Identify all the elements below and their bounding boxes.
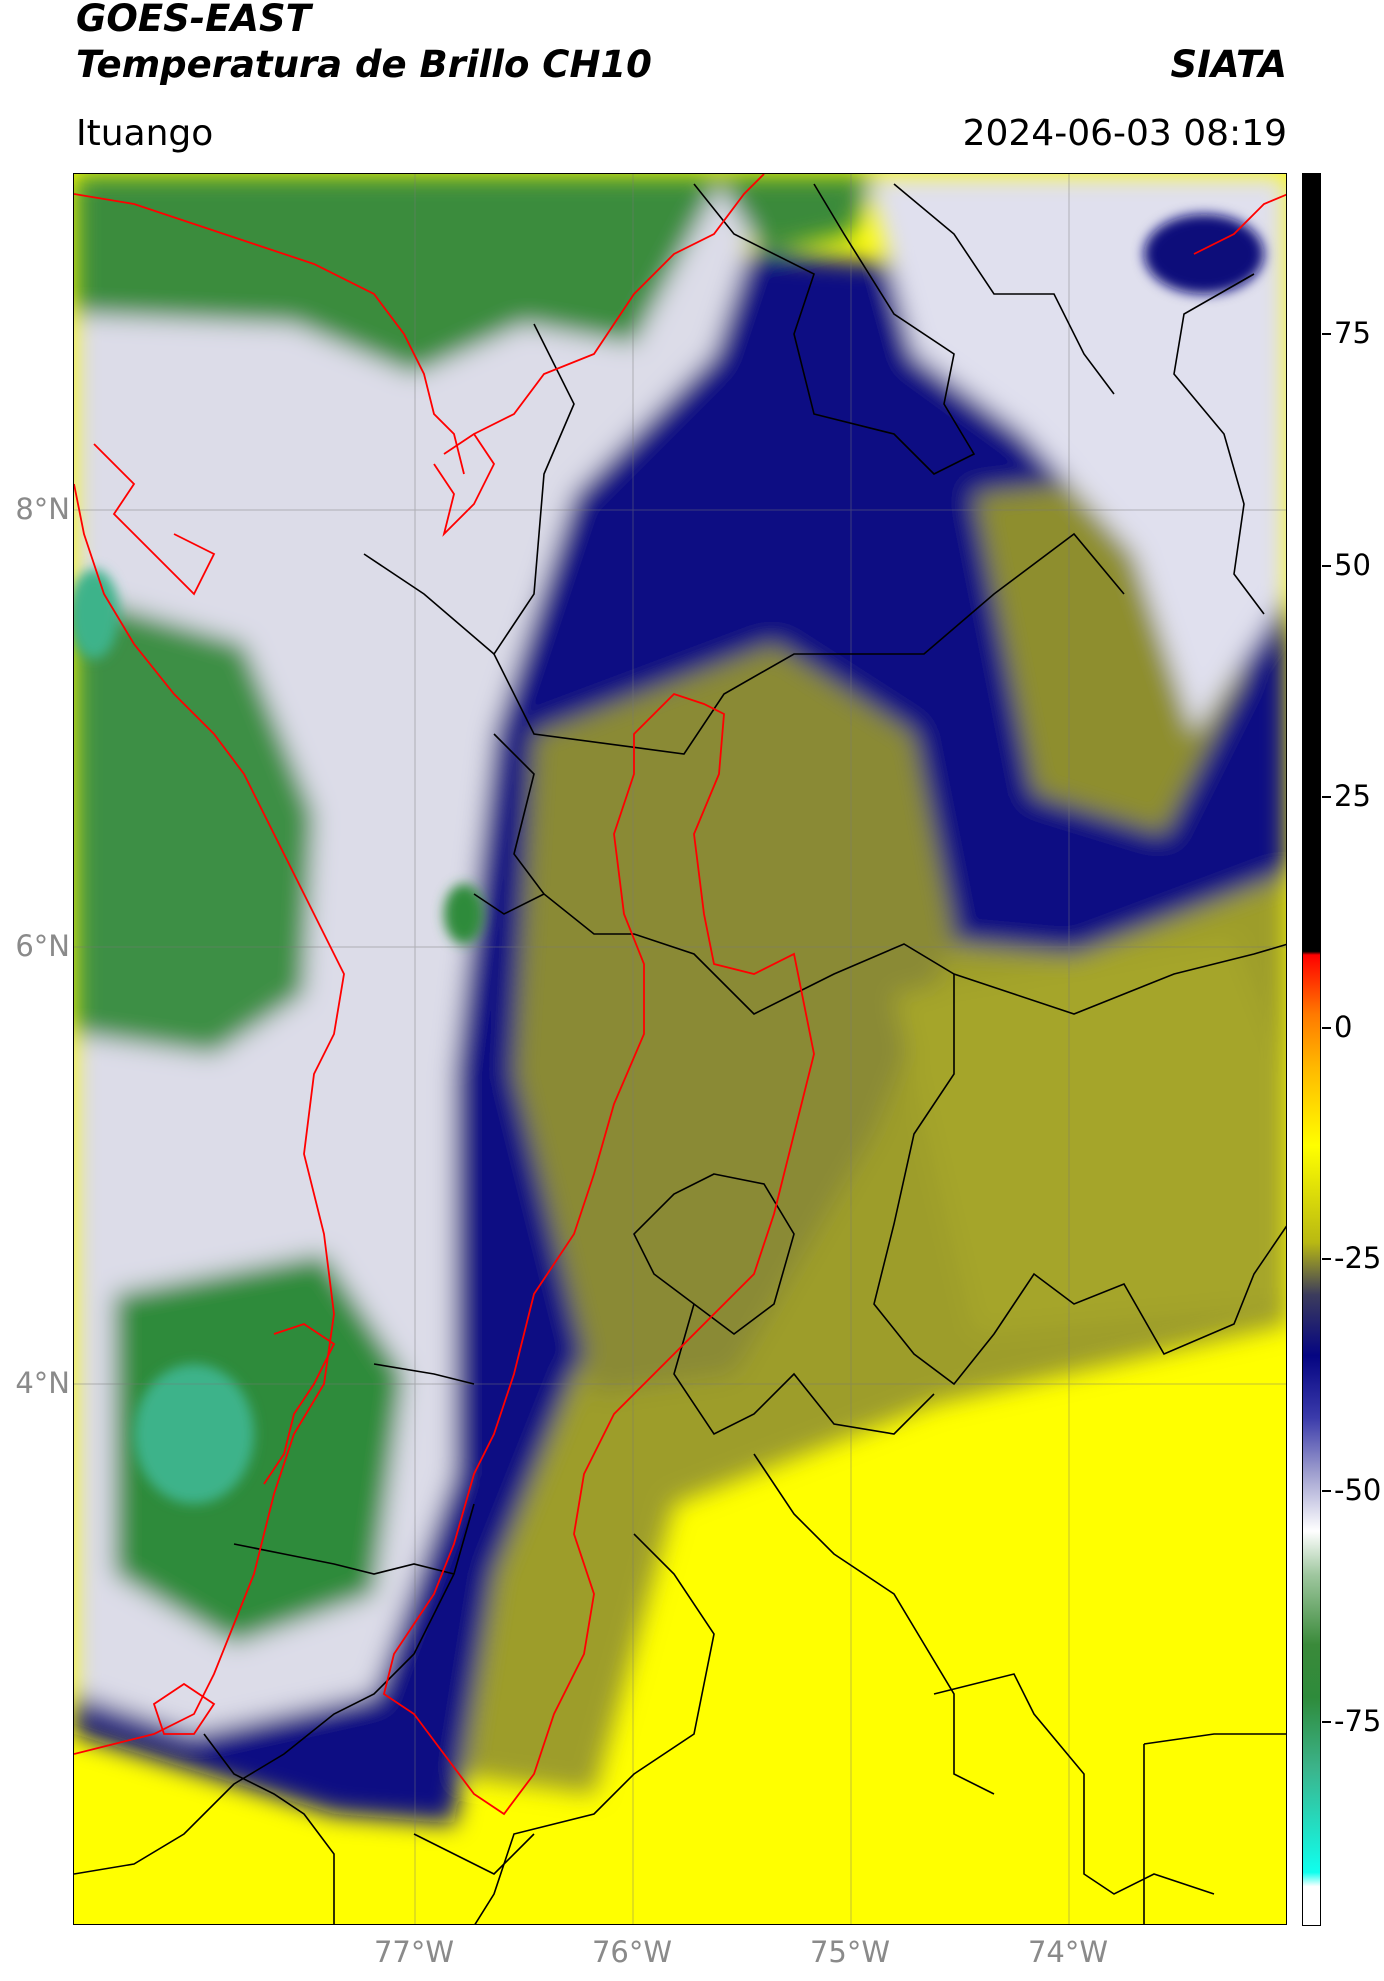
green-blob (444, 884, 484, 944)
colorbar (1302, 173, 1321, 1926)
lon-tick-77w: 77°W (373, 1935, 455, 1969)
green-southwest (114, 1254, 404, 1644)
olive-east (894, 934, 1286, 1334)
highlight-boundaries (74, 174, 1286, 1816)
navy-ne (1144, 214, 1264, 294)
colorbar-tick (1322, 1490, 1331, 1492)
colorbar-label-neg50: -50 (1334, 1473, 1382, 1507)
department-borders (74, 183, 1286, 1924)
colorbar-label-neg75: -75 (1334, 1704, 1382, 1738)
satellite-map (73, 173, 1287, 1925)
green-west (74, 594, 314, 1054)
teal-patch-sw (134, 1364, 254, 1504)
colorbar-label-50: 50 (1334, 548, 1371, 582)
lon-tick-75w: 75°W (809, 1935, 891, 1969)
colorbar-tick (1322, 1027, 1331, 1029)
colorbar-label-25: 25 (1334, 779, 1371, 813)
colorbar-tick (1322, 333, 1331, 335)
location-label: Ituango (76, 113, 214, 154)
green-ne (714, 174, 874, 254)
lat-tick-6n: 6°N (15, 929, 70, 963)
institution-label: SIATA (1170, 43, 1287, 86)
colorbar-tick (1322, 1721, 1331, 1723)
lon-tick-74w: 74°W (1027, 1935, 1109, 1969)
product-title: Temperatura de Brillo CH10 (76, 43, 652, 86)
datetime-label: 2024-06-03 08:19 (962, 113, 1287, 154)
lat-tick-8n: 8°N (15, 492, 70, 526)
colorbar-tick (1322, 796, 1331, 798)
olive-interior (514, 644, 954, 1394)
green-north (74, 174, 724, 374)
satellite-title: GOES-EAST (76, 0, 311, 40)
colorbar-label-75: 75 (1334, 316, 1371, 350)
white-cloud-ne (864, 174, 1286, 734)
lon-tick-76w: 76°W (591, 1935, 673, 1969)
colorbar-tick (1322, 1258, 1331, 1260)
lat-tick-4n: 4°N (15, 1366, 70, 1400)
colorbar-label-0: 0 (1334, 1010, 1353, 1044)
teal-patch (74, 569, 119, 659)
colorbar-tick (1322, 565, 1331, 567)
colorbar-label-neg25: -25 (1334, 1241, 1382, 1275)
map-image (74, 174, 1286, 1924)
